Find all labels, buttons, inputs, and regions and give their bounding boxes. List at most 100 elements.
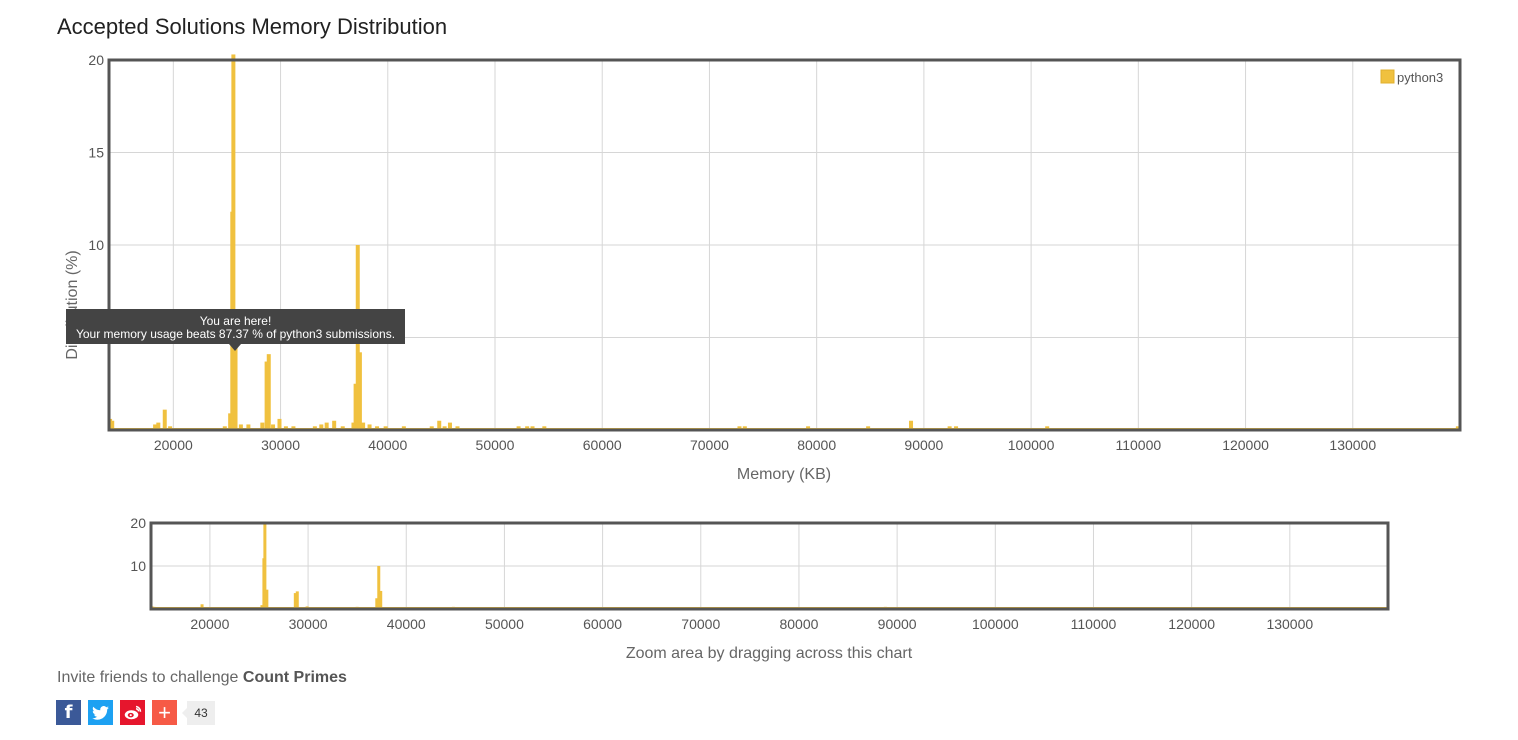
distribution-bar[interactable] xyxy=(357,352,362,430)
x-tick-label: 80000 xyxy=(797,437,836,453)
y-tick-label: 20 xyxy=(130,515,146,531)
distribution-bar[interactable] xyxy=(110,420,115,430)
chart-bars[interactable] xyxy=(108,54,1460,430)
distribution-bar[interactable] xyxy=(542,426,547,430)
distribution-bar xyxy=(375,598,379,609)
invite-prefix: Invite friends to challenge xyxy=(57,669,243,686)
x-tick-label: 130000 xyxy=(1329,437,1376,453)
distribution-bar[interactable] xyxy=(283,426,288,430)
tooltip-arrow xyxy=(229,344,241,351)
distribution-bar[interactable] xyxy=(530,426,535,430)
y-tick-label: 10 xyxy=(130,558,146,574)
distribution-bar[interactable] xyxy=(742,426,747,430)
distribution-bar[interactable] xyxy=(228,413,233,430)
x-tick-label: 40000 xyxy=(368,437,407,453)
facebook-share-button[interactable]: f xyxy=(56,700,81,725)
distribution-bar[interactable] xyxy=(162,409,167,430)
distribution-bar[interactable] xyxy=(264,361,269,430)
x-tick-label: 120000 xyxy=(1222,437,1269,453)
x-tick-label: 40000 xyxy=(387,616,426,632)
x-tick-label: 110000 xyxy=(1115,437,1161,453)
weibo-icon xyxy=(124,705,141,720)
distribution-bar[interactable] xyxy=(455,426,460,430)
distribution-bar[interactable] xyxy=(383,426,388,430)
distribution-bar[interactable] xyxy=(375,426,380,430)
distribution-bar xyxy=(293,593,297,609)
distribution-bar[interactable] xyxy=(153,424,158,430)
distribution-bar[interactable] xyxy=(361,422,366,430)
distribution-bar xyxy=(260,605,264,609)
legend-swatch xyxy=(1380,69,1395,84)
distribution-bar[interactable] xyxy=(525,426,530,430)
distribution-bar[interactable] xyxy=(353,383,358,430)
chart-grid xyxy=(109,59,1460,430)
invite-text: Invite friends to challenge Count Primes xyxy=(57,669,347,687)
distribution-bar[interactable] xyxy=(367,424,372,430)
legend[interactable]: python3 xyxy=(1380,69,1443,85)
distribution-bar[interactable] xyxy=(238,424,243,430)
plot-frame xyxy=(107,58,1462,432)
distribution-bar[interactable] xyxy=(233,346,238,430)
distribution-bar[interactable] xyxy=(222,426,227,430)
zoom-chart-grid xyxy=(151,522,1388,609)
share-count: 43 xyxy=(182,700,215,725)
distribution-bar[interactable] xyxy=(231,54,236,430)
distribution-bar[interactable] xyxy=(947,426,952,430)
x-tick-label: 50000 xyxy=(476,437,515,453)
distribution-bar[interactable] xyxy=(401,426,406,430)
tooltip-title: You are here! xyxy=(199,314,272,328)
distribution-bar[interactable] xyxy=(442,426,447,430)
distribution-chart[interactable]: 20000 30000 40000 50000 60000 70000 80000 90000… xyxy=(0,50,1518,490)
x-tick-label: 50000 xyxy=(485,616,524,632)
zoom-y-tick-labels: 10 20 xyxy=(130,515,146,574)
distribution-bar xyxy=(377,566,381,609)
distribution-bar[interactable] xyxy=(168,426,173,430)
zoom-hint-label: Zoom area by dragging across this chart xyxy=(626,645,913,662)
zoom-chart[interactable]: 20000 30000 40000 50000 60000 70000 80000 90000… xyxy=(0,512,1518,672)
distribution-bar[interactable] xyxy=(332,420,337,430)
problem-name[interactable]: Count Primes xyxy=(242,669,347,686)
twitter-share-button[interactable] xyxy=(88,700,113,725)
distribution-bar[interactable] xyxy=(909,420,914,430)
distribution-bar[interactable] xyxy=(271,424,276,430)
x-tick-label: 20000 xyxy=(154,437,193,453)
distribution-bar[interactable] xyxy=(516,426,521,430)
more-share-button[interactable]: + xyxy=(152,700,177,725)
distribution-bar[interactable] xyxy=(1455,426,1460,430)
distribution-bar[interactable] xyxy=(1045,426,1050,430)
y-tick-label: 15 xyxy=(88,145,104,161)
distribution-bar[interactable] xyxy=(737,426,742,430)
x-tick-label: 130000 xyxy=(1266,616,1313,632)
distribution-bar[interactable] xyxy=(246,424,251,430)
distribution-bar[interactable] xyxy=(277,418,282,430)
distribution-bar[interactable] xyxy=(260,422,265,430)
zoom-chart-bars xyxy=(150,521,1388,609)
distribution-bar xyxy=(200,604,204,609)
distribution-bar[interactable] xyxy=(156,422,161,430)
distribution-bar[interactable] xyxy=(806,426,811,430)
distribution-bar[interactable] xyxy=(291,426,296,430)
x-axis-label: Memory (KB) xyxy=(737,466,831,483)
x-tick-label: 30000 xyxy=(289,616,328,632)
x-tick-label: 70000 xyxy=(681,616,720,632)
distribution-bar[interactable] xyxy=(954,426,959,430)
distribution-bar[interactable] xyxy=(429,426,434,430)
distribution-bar[interactable] xyxy=(437,420,442,430)
distribution-bar[interactable] xyxy=(447,422,452,430)
distribution-bar[interactable] xyxy=(351,422,356,430)
zoom-x-tick-labels: 20000 30000 40000 50000 60000 70000 80000 90000… xyxy=(190,616,1313,632)
weibo-share-button[interactable] xyxy=(120,700,145,725)
x-tick-label: 80000 xyxy=(779,616,818,632)
distribution-bar[interactable] xyxy=(340,426,345,430)
distribution-bar[interactable] xyxy=(324,422,329,430)
distribution-bar[interactable] xyxy=(319,424,324,430)
x-tick-label: 90000 xyxy=(904,437,943,453)
x-tick-label: 30000 xyxy=(261,437,300,453)
distribution-bar[interactable] xyxy=(312,426,317,430)
distribution-bar[interactable] xyxy=(266,354,271,430)
tooltip-text: Your memory usage beats 87.37 % of pytho… xyxy=(75,327,396,341)
x-tick-label: 60000 xyxy=(583,437,622,453)
distribution-bar[interactable] xyxy=(866,426,871,430)
x-tick-label: 70000 xyxy=(690,437,729,453)
distribution-bar xyxy=(265,589,269,609)
